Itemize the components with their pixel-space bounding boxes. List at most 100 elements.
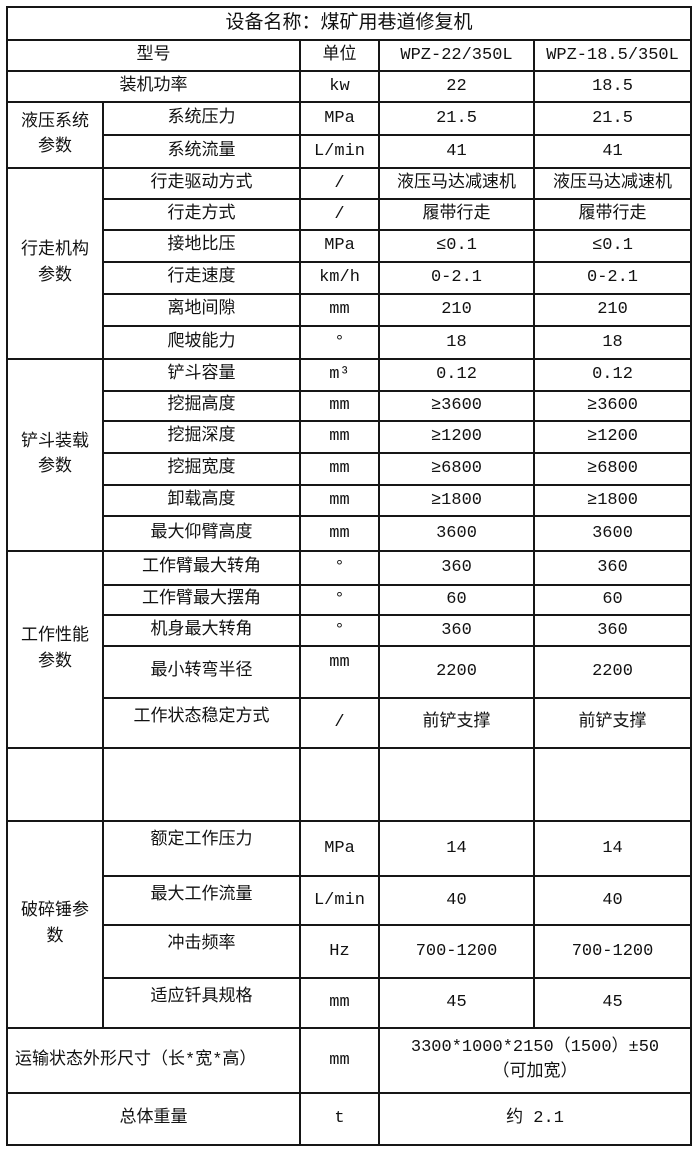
- row-bucket-capacity-label: 铲斗容量: [102, 358, 301, 392]
- row-bucket-capacity-unit: m³: [299, 358, 380, 392]
- table-row: 挖掘宽度 mm ≥6800 ≥6800: [7, 452, 693, 486]
- row-max-flow-label: 最大工作流量: [102, 875, 301, 926]
- row-arm-max-rotation-label: 工作臂最大转角: [102, 550, 301, 586]
- table-row: 破碎锤参数 额定工作压力 MPa 14 14: [6, 820, 693, 1029]
- table-row: 装机功率 kw 22 18.5: [6, 70, 693, 103]
- row-system-flow-unit: L/min: [299, 134, 380, 169]
- row-impact-frequency-unit: Hz: [299, 924, 380, 979]
- table-row: 最小转弯半径 mm 2200 2200: [7, 645, 693, 699]
- row-arm-max-swing-v1: 60: [378, 584, 535, 616]
- row-system-flow-v2: 41: [532, 134, 693, 169]
- row-ground-clearance-v2: 210: [532, 293, 693, 327]
- row-total-weight-label: 总体重量: [6, 1092, 301, 1146]
- header-unit-label: 单位: [299, 39, 380, 72]
- table-row: 型号 单位 WPZ-22/350L WPZ-18.5/350L: [6, 39, 693, 72]
- row-system-pressure-v2: 21.5: [532, 101, 693, 136]
- group-breaker: 破碎锤参数: [6, 820, 104, 1029]
- row-transport-dimensions-value: 3300*1000*2150（1500）±50 （可加宽）: [377, 1027, 693, 1094]
- row-drive-mode-v1: 液压马达减速机: [378, 167, 535, 200]
- row-installed-power-v2: 18.5: [532, 70, 693, 103]
- row-system-flow-label: 系统流量: [102, 134, 301, 169]
- empty-cell: [299, 747, 380, 822]
- table-row-empty: [6, 747, 693, 822]
- table-row: 离地间隙 mm 210 210: [7, 293, 693, 327]
- row-ground-clearance-unit: mm: [299, 293, 380, 327]
- row-work-stability-v2: 前铲支撑: [532, 697, 693, 749]
- row-drive-mode-label: 行走驱动方式: [102, 167, 301, 200]
- table-row: 机身最大转角 ° 360 360: [7, 614, 693, 647]
- row-drill-spec-label: 适应钎具规格: [102, 977, 301, 1029]
- row-digging-depth-label: 挖掘深度: [102, 420, 301, 454]
- row-digging-width-label: 挖掘宽度: [102, 452, 301, 486]
- row-work-stability-label: 工作状态稳定方式: [102, 697, 301, 749]
- row-system-pressure-unit: MPa: [299, 101, 380, 136]
- table-row: 最大工作流量 L/min 40 40: [7, 875, 693, 926]
- row-arm-max-swing-v2: 60: [532, 584, 693, 616]
- row-arm-max-rotation-unit: °: [299, 550, 380, 586]
- row-drive-mode-unit: /: [299, 167, 380, 200]
- table-row: 最大仰臂高度 mm 3600 3600: [7, 515, 693, 552]
- row-impact-frequency-v1: 700-1200: [378, 924, 535, 979]
- header-model2: WPZ-18.5/350L: [532, 39, 693, 72]
- row-max-boom-height-label: 最大仰臂高度: [102, 515, 301, 552]
- row-unloading-height-v1: ≥1800: [378, 484, 535, 517]
- table-row: 爬坡能力 ° 18 18: [7, 325, 693, 360]
- row-bucket-capacity-v2: 0.12: [532, 358, 693, 392]
- row-unloading-height-v2: ≥1800: [532, 484, 693, 517]
- table-row: 设备名称：煤矿用巷道修复机: [5, 6, 693, 41]
- row-body-max-rotation-label: 机身最大转角: [102, 614, 301, 647]
- row-max-flow-unit: L/min: [299, 875, 380, 926]
- row-travel-speed-v2: 0-2.1: [532, 261, 693, 295]
- row-digging-width-unit: mm: [299, 452, 380, 486]
- row-travel-mode-v2: 履带行走: [532, 198, 693, 231]
- row-digging-height-v2: ≥3600: [532, 390, 693, 422]
- row-ground-pressure-v1: ≤0.1: [378, 229, 535, 263]
- row-arm-max-rotation-v2: 360: [532, 550, 693, 586]
- group-hydraulic: 液压系统参数: [6, 101, 104, 169]
- table-row: 工作状态稳定方式 / 前铲支撑 前铲支撑: [7, 697, 693, 749]
- row-impact-frequency-v2: 700-1200: [532, 924, 693, 979]
- row-max-boom-height-unit: mm: [299, 515, 380, 552]
- row-min-turning-radius-v2: 2200: [532, 645, 693, 699]
- empty-cell: [378, 747, 535, 822]
- row-arm-max-swing-label: 工作臂最大摆角: [102, 584, 301, 616]
- table-row: 行走机构参数 行走驱动方式 / 液压马达减速机 液压马达减速机: [6, 167, 693, 360]
- table-row: 挖掘高度 mm ≥3600 ≥3600: [7, 390, 693, 422]
- row-digging-depth-v1: ≥1200: [378, 420, 535, 454]
- table-row: 行走方式 / 履带行走 履带行走: [7, 198, 693, 231]
- row-system-pressure-label: 系统压力: [102, 101, 301, 136]
- row-body-max-rotation-v1: 360: [378, 614, 535, 647]
- row-rated-pressure-unit: MPa: [299, 820, 380, 877]
- row-digging-height-v1: ≥3600: [378, 390, 535, 422]
- row-total-weight-unit: t: [299, 1092, 380, 1146]
- row-transport-dimensions-label: 运输状态外形尺寸（长*宽*高）: [6, 1027, 301, 1094]
- row-drill-spec-v1: 45: [378, 977, 535, 1029]
- row-travel-speed-v1: 0-2.1: [378, 261, 535, 295]
- group-bucket: 铲斗装载参数: [6, 358, 104, 552]
- table-row: 总体重量 t 约 2.1: [6, 1092, 693, 1146]
- equipment-spec-table: 设备名称：煤矿用巷道修复机 型号 单位 WPZ-22/350L WPZ-18.5…: [5, 6, 693, 1146]
- row-travel-speed-label: 行走速度: [102, 261, 301, 295]
- row-drive-mode-v2: 液压马达减速机: [532, 167, 693, 200]
- empty-cell: [6, 747, 104, 822]
- row-total-weight-value: 约 2.1: [377, 1092, 693, 1146]
- row-arm-max-swing-unit: °: [299, 584, 380, 616]
- row-travel-speed-unit: km/h: [299, 261, 380, 295]
- table-row: 行走速度 km/h 0-2.1 0-2.1: [7, 261, 693, 295]
- row-installed-power-unit: kw: [299, 70, 380, 103]
- row-installed-power-label: 装机功率: [6, 70, 301, 103]
- table-row: 液压系统参数 系统压力 MPa 21.5 21.5: [6, 101, 693, 169]
- row-drill-spec-unit: mm: [299, 977, 380, 1029]
- row-rated-pressure-v1: 14: [378, 820, 535, 877]
- row-max-boom-height-v2: 3600: [532, 515, 693, 552]
- row-unloading-height-label: 卸载高度: [102, 484, 301, 517]
- row-system-flow-v1: 41: [378, 134, 535, 169]
- row-climbing-ability-v1: 18: [378, 325, 535, 360]
- group-performance: 工作性能参数: [6, 550, 104, 749]
- header-model1: WPZ-22/350L: [378, 39, 535, 72]
- row-max-boom-height-v1: 3600: [378, 515, 535, 552]
- table-title: 设备名称：煤矿用巷道修复机: [5, 6, 693, 41]
- row-rated-pressure-v2: 14: [532, 820, 693, 877]
- row-ground-clearance-v1: 210: [378, 293, 535, 327]
- row-digging-width-v2: ≥6800: [532, 452, 693, 486]
